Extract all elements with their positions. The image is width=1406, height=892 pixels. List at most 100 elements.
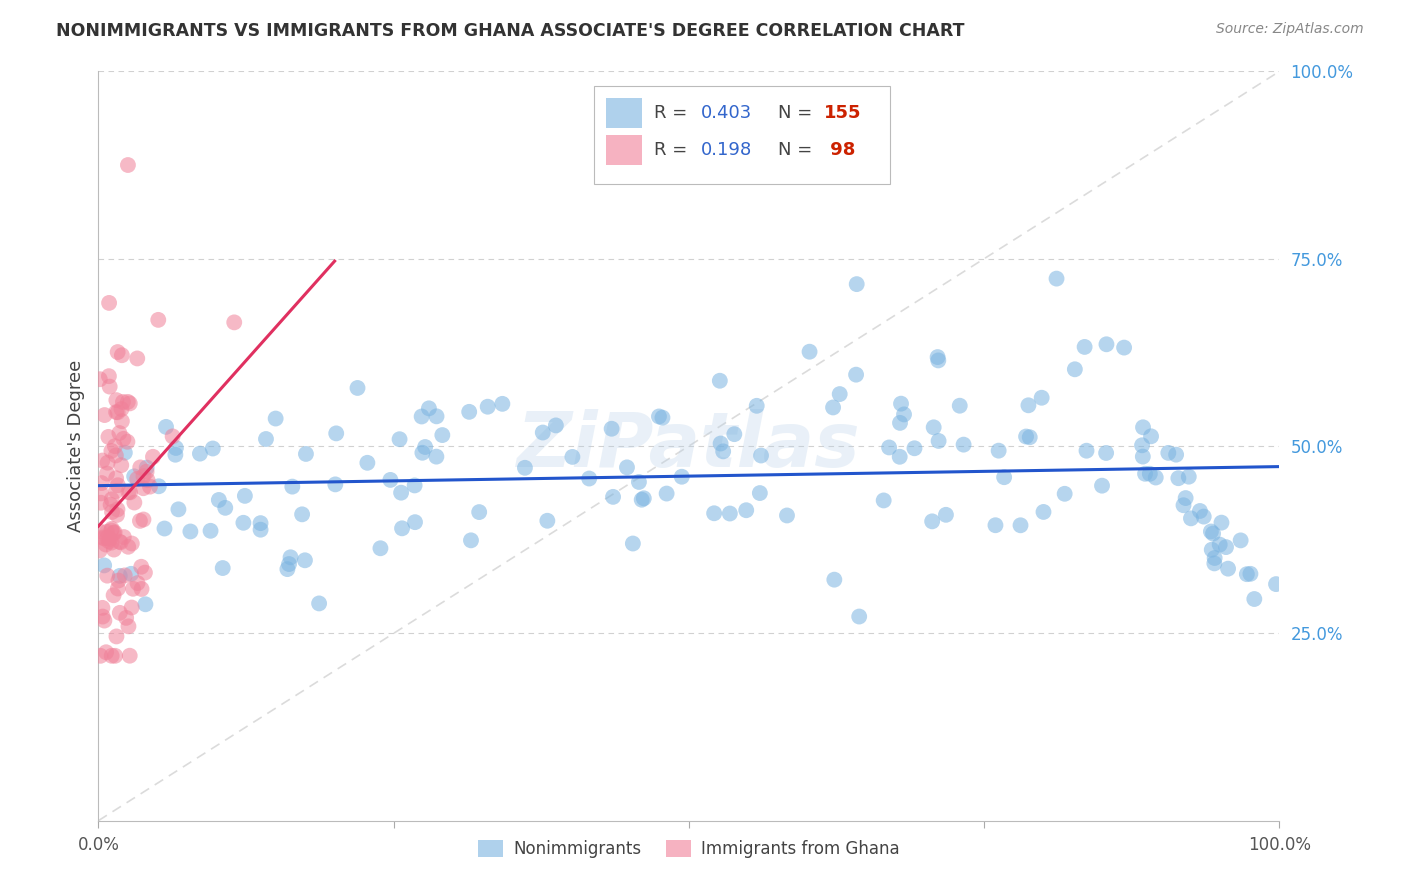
Text: ZiPatlas: ZiPatlas bbox=[517, 409, 860, 483]
Point bbox=[122, 469, 145, 483]
Point bbox=[468, 505, 491, 519]
Point bbox=[1091, 478, 1114, 492]
Point bbox=[745, 399, 768, 413]
Point bbox=[949, 399, 972, 413]
Point bbox=[108, 569, 131, 583]
Point bbox=[120, 566, 142, 581]
Point bbox=[111, 395, 134, 409]
Point bbox=[148, 313, 170, 327]
Point bbox=[139, 480, 162, 494]
Point bbox=[179, 524, 201, 539]
Point bbox=[749, 449, 772, 463]
Point bbox=[491, 397, 513, 411]
Point bbox=[111, 348, 134, 362]
Point bbox=[799, 344, 821, 359]
Point bbox=[134, 597, 156, 611]
Point bbox=[107, 502, 129, 516]
Point bbox=[323, 477, 346, 491]
Point bbox=[370, 541, 392, 556]
Point bbox=[993, 470, 1015, 484]
Point bbox=[1216, 561, 1239, 575]
Point bbox=[1174, 491, 1197, 505]
Point bbox=[103, 542, 125, 557]
Point bbox=[388, 432, 411, 446]
Point bbox=[127, 576, 149, 591]
Point bbox=[1095, 446, 1118, 460]
Point bbox=[110, 535, 132, 549]
Point bbox=[117, 158, 139, 172]
Point bbox=[129, 460, 152, 475]
Point bbox=[1201, 542, 1223, 557]
Point bbox=[224, 315, 246, 329]
Point bbox=[281, 480, 304, 494]
Point bbox=[134, 566, 156, 580]
Point bbox=[165, 448, 187, 462]
Point bbox=[651, 410, 673, 425]
Point bbox=[254, 432, 277, 446]
Point bbox=[616, 460, 638, 475]
Point bbox=[1017, 398, 1039, 412]
Point bbox=[97, 430, 120, 444]
Point bbox=[848, 609, 870, 624]
Point bbox=[418, 401, 440, 416]
Point bbox=[380, 473, 402, 487]
Point bbox=[96, 524, 118, 539]
Point bbox=[91, 453, 114, 467]
Point bbox=[600, 422, 623, 436]
Point bbox=[633, 491, 655, 506]
Point bbox=[112, 432, 135, 446]
Point bbox=[404, 515, 426, 529]
Point bbox=[108, 606, 131, 620]
Point bbox=[136, 473, 159, 487]
Point bbox=[167, 502, 190, 516]
Point bbox=[98, 532, 121, 546]
Text: R =: R = bbox=[654, 103, 693, 121]
Point bbox=[153, 522, 176, 536]
Point bbox=[889, 416, 911, 430]
Point bbox=[823, 573, 845, 587]
Point bbox=[921, 514, 943, 528]
Bar bbox=[606, 135, 641, 165]
Point bbox=[110, 402, 132, 417]
Point bbox=[104, 525, 127, 540]
Point bbox=[627, 475, 650, 489]
Point bbox=[1173, 498, 1195, 512]
Point bbox=[121, 536, 143, 550]
Point bbox=[103, 588, 125, 602]
Point bbox=[121, 600, 143, 615]
Point bbox=[1204, 551, 1226, 566]
Point bbox=[1130, 438, 1153, 452]
Text: R =: R = bbox=[654, 141, 693, 159]
Point bbox=[100, 443, 122, 458]
Point bbox=[100, 522, 122, 536]
Point bbox=[987, 443, 1010, 458]
Point bbox=[89, 524, 111, 539]
Point bbox=[1157, 446, 1180, 460]
Point bbox=[413, 440, 436, 454]
Point bbox=[1202, 526, 1225, 541]
Point bbox=[1204, 557, 1226, 571]
Point bbox=[1114, 341, 1136, 355]
Point bbox=[1211, 516, 1233, 530]
Point bbox=[93, 532, 115, 546]
Point bbox=[111, 414, 134, 428]
Point bbox=[89, 372, 111, 386]
Point bbox=[1215, 540, 1237, 554]
Point bbox=[117, 434, 139, 449]
Point bbox=[105, 508, 128, 522]
Text: 0.403: 0.403 bbox=[700, 103, 752, 121]
Point bbox=[890, 397, 912, 411]
Point bbox=[1095, 337, 1118, 351]
Point bbox=[1133, 467, 1156, 481]
Point bbox=[903, 442, 925, 456]
Point bbox=[105, 405, 128, 419]
Point bbox=[264, 411, 287, 425]
Point bbox=[561, 450, 583, 464]
Point bbox=[101, 505, 124, 519]
Point bbox=[544, 418, 567, 433]
Point bbox=[1265, 577, 1288, 591]
Point bbox=[984, 518, 1007, 533]
Text: N =: N = bbox=[778, 141, 817, 159]
Point bbox=[232, 516, 254, 530]
Point bbox=[135, 465, 157, 479]
